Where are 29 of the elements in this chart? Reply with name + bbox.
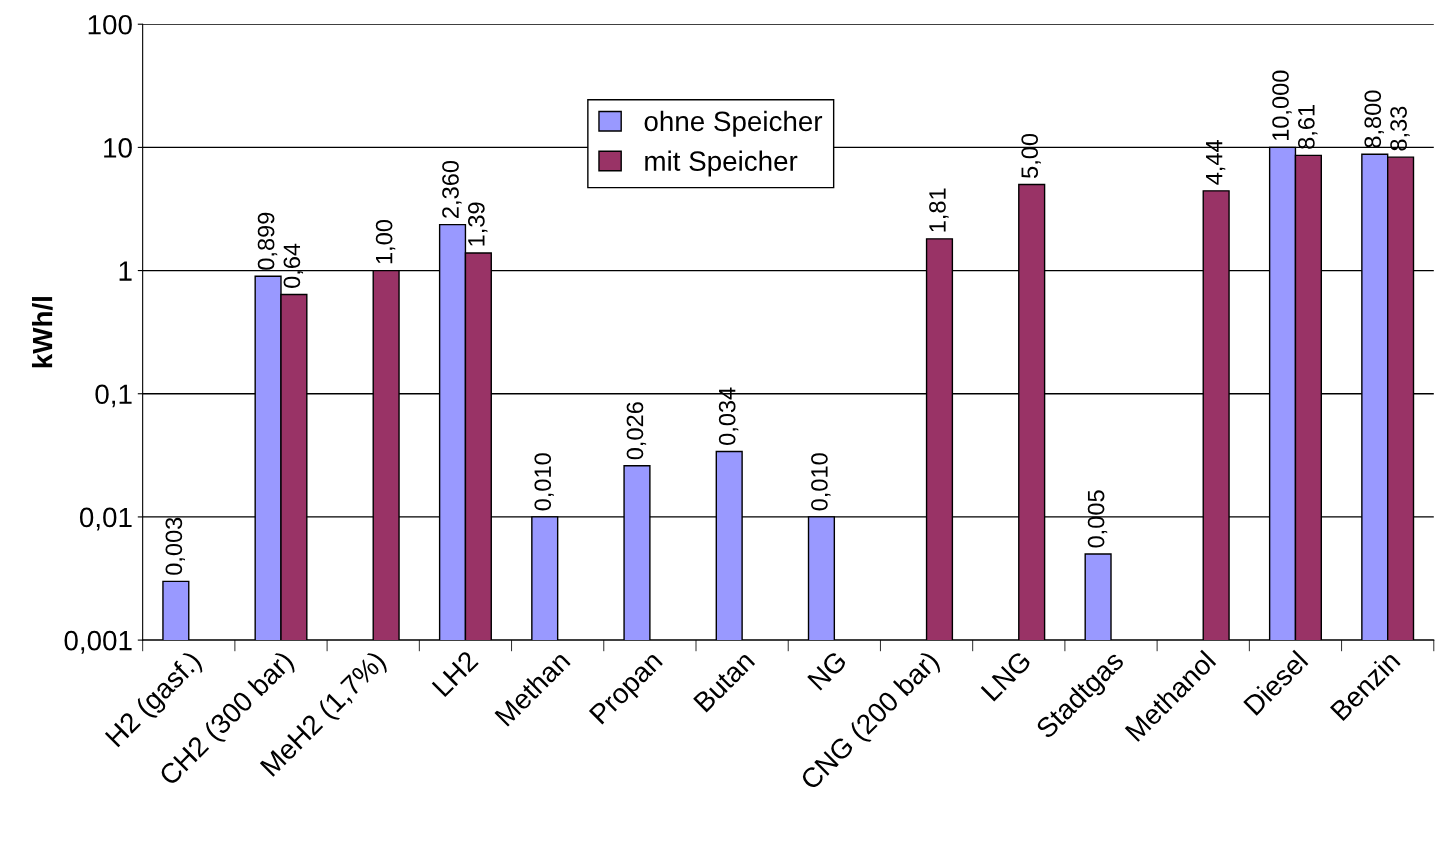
data-label: 10,000 xyxy=(1272,70,1292,141)
y-tick-label: 0,001 xyxy=(64,630,132,654)
data-label: 1,81 xyxy=(929,188,949,232)
data-label: 0,010 xyxy=(811,453,831,511)
data-label: 0,005 xyxy=(1087,490,1108,548)
data-label: 8,61 xyxy=(1297,105,1318,149)
legend-label: mit Speicher xyxy=(645,150,798,177)
x-tick-label: NG xyxy=(807,650,848,691)
y-tick-label: 10 xyxy=(104,138,132,158)
data-label: 0,010 xyxy=(534,453,554,511)
data-label: 0,64 xyxy=(283,243,304,288)
data-label: 2,360 xyxy=(442,160,462,218)
data-label: 0,899 xyxy=(257,212,278,270)
legend-label: ohne Speicher xyxy=(644,110,823,137)
x-tick-label: LH2 xyxy=(431,649,479,698)
data-label: 8,33 xyxy=(1390,106,1410,151)
data-label: 1,00 xyxy=(375,219,396,264)
data-label: 0,003 xyxy=(165,517,185,575)
data-label: 8,800 xyxy=(1364,90,1384,148)
data-label: 4,44 xyxy=(1206,140,1226,185)
data-label: 5,00 xyxy=(1021,133,1041,178)
y-tick-label: 0,1 xyxy=(95,384,132,408)
data-label: 0,034 xyxy=(718,387,739,445)
y-tick-label: 1 xyxy=(119,261,132,281)
y-tick-label: 0,01 xyxy=(79,507,132,531)
y-tick-label: 100 xyxy=(88,14,132,35)
data-label: 1,39 xyxy=(467,202,488,246)
y-axis-title: kWh/l xyxy=(31,297,53,368)
data-label: 0,026 xyxy=(626,402,647,460)
